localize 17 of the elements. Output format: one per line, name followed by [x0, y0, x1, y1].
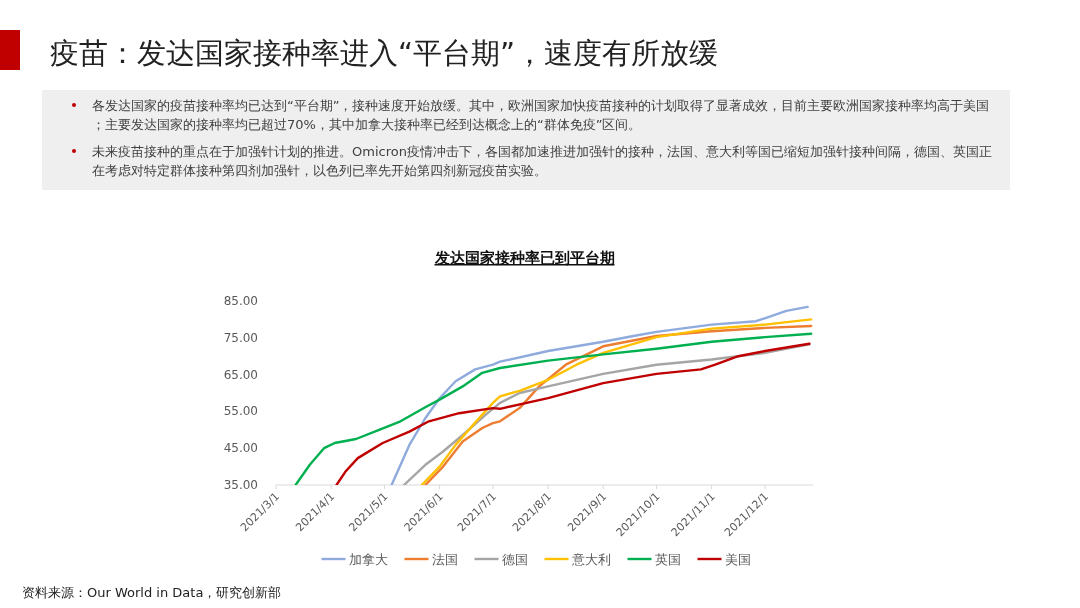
y-tick-label: 65.00 — [223, 367, 258, 382]
chart-subtitle: 发达国家接种率已到平台期 — [433, 249, 615, 267]
legend-label: 英国 — [654, 552, 681, 567]
legend-label: 德国 — [501, 552, 528, 567]
y-tick-label: 85.00 — [223, 294, 258, 308]
text: 各发达国家的疫苗接种率均已达到“平台期”，接种速度开始放缓。其中，欧洲国家加快疫苗接种的计划取得了显著成效，目前主要欧洲国家接种率均高于美国；主要发达国家的接种率均已超过70%，其中加拿大接种率已经到达概念上的“群体免疫”区间。 — [92, 98, 990, 132]
y-tick-label: 75.00 — [223, 330, 258, 345]
legend-label: 意大利 — [570, 552, 611, 567]
chart-title: 疫苗：发达国家接种率进入“平台期”，速度有所放缓 — [50, 36, 719, 70]
text: 资料来源：Our World in Data，研究创新部 — [22, 585, 282, 600]
legend-label: 美国 — [724, 552, 751, 567]
y-tick-label: 35.00 — [223, 478, 258, 492]
y-tick-label: 45.00 — [223, 441, 258, 456]
legend-label: 法国 — [431, 552, 458, 567]
text: 未来疫苗接种的重点在于加强针计划的推进。Omicron疫情冲击下，各国都加速推进加强针的接种，法国、意大利等国已缩短加强针接种间隔，德国、英国正在考虑对特定群体接种第四剂加强针，以色列已率先开始第四剂新冠疫苗实验。 — [92, 144, 992, 178]
legend-label: 加拿大 — [348, 552, 388, 567]
y-tick-label: 55.00 — [223, 404, 258, 419]
